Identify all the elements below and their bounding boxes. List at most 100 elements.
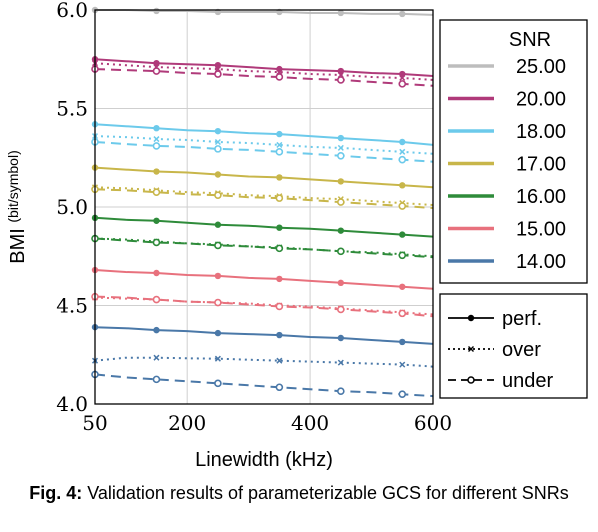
legend-style-label: over — [502, 339, 541, 361]
data-point — [337, 247, 345, 256]
data-point — [399, 283, 406, 290]
legend-marker — [467, 376, 475, 384]
caption-label: Fig. 4: — [29, 483, 83, 503]
data-point — [399, 74, 406, 81]
data-point — [399, 338, 406, 346]
data-point — [399, 148, 406, 155]
data-point — [337, 144, 344, 151]
data-point — [337, 178, 345, 185]
series-snr-18.00-under — [91, 138, 434, 164]
figure-caption: Fig. 4: Validation results of parameteri… — [0, 482, 598, 504]
legend-style-entry: perf. — [448, 308, 542, 330]
data-point — [337, 134, 345, 142]
legend-snr-entry: 14.00 — [448, 251, 566, 273]
series-snr-17.00-perf — [91, 164, 434, 189]
legend-snr: SNR 25.00 20.00 18.00 17.00 16.00 15.00 14.00 — [439, 19, 588, 284]
data-point — [152, 238, 161, 247]
data-point — [276, 224, 283, 231]
data-point — [398, 251, 407, 260]
data-point — [275, 383, 284, 392]
data-point — [337, 76, 345, 84]
data-point — [214, 329, 222, 337]
legend-label: 20.00 — [516, 89, 566, 111]
data-point — [399, 231, 406, 238]
series-snr-14.00-over — [91, 354, 434, 368]
series-line — [95, 9, 434, 16]
data-point — [275, 194, 284, 202]
legend-label: 14.00 — [516, 251, 566, 273]
data-point — [214, 70, 222, 78]
data-point — [152, 295, 161, 304]
legend-snr-entry: 17.00 — [448, 154, 566, 176]
data-point — [337, 359, 344, 366]
legend-label: 17.00 — [516, 154, 566, 176]
bmi-linewidth-chart: 50 200 400 600 4.0 4.5 5.0 5.5 6.0 Linewidth (k… — [5, 0, 588, 471]
data-point — [214, 145, 222, 153]
data-point — [276, 130, 283, 138]
series-line — [94, 326, 434, 345]
data-point — [399, 10, 406, 18]
series-snr-17.00-over — [91, 184, 434, 207]
series-line — [94, 123, 434, 146]
x-tick-label: 200 — [168, 411, 206, 435]
series-line — [94, 58, 434, 77]
series-line — [94, 188, 434, 209]
y-tick-label: 5.5 — [56, 97, 88, 121]
series-snr-16.00-perf — [91, 214, 434, 238]
data-point — [152, 142, 161, 150]
legend-style-label: under — [502, 370, 553, 392]
series-line — [94, 68, 434, 87]
data-point — [398, 202, 407, 210]
series-line — [94, 216, 434, 238]
data-point — [153, 326, 160, 334]
series-snr-25.00-perf — [91, 6, 434, 18]
data-point — [276, 141, 283, 148]
data-point — [153, 125, 160, 132]
legend-label: 18.00 — [516, 121, 566, 143]
legend-style-entry: over — [448, 339, 541, 361]
caption-text: Validation results of parameterizable GC… — [82, 483, 569, 503]
svg-text:BMI (bit/symbol): BMI (bit/symbol) — [5, 150, 29, 263]
series-snr-18.00-perf — [91, 121, 434, 146]
data-point — [276, 174, 283, 181]
series-line — [94, 186, 434, 206]
y-tick-label: 4.5 — [56, 294, 88, 318]
legend-snr-entry: 16.00 — [448, 186, 566, 208]
data-point — [153, 7, 160, 15]
data-point — [337, 387, 345, 395]
data-point — [398, 309, 407, 318]
legend-marker — [467, 314, 475, 322]
series-snr-14.00-under — [91, 370, 434, 398]
legend-label: 15.00 — [516, 219, 566, 241]
series-line — [94, 166, 434, 189]
x-tick-label: 400 — [291, 411, 329, 435]
y-axis-label-unit: (bit/symbol) — [5, 150, 21, 222]
y-tick-labels: 4.0 4.5 5.0 5.5 6.0 — [56, 0, 88, 416]
legend-style-entry: under — [448, 370, 553, 392]
legend-snr-entry: 18.00 — [448, 121, 566, 143]
series-layer — [91, 6, 434, 398]
data-point — [214, 298, 222, 307]
data-point — [214, 191, 222, 199]
data-point — [153, 168, 160, 175]
series-line — [94, 356, 434, 368]
y-tick-label: 4.0 — [56, 392, 88, 416]
series-snr-14.00-perf — [91, 323, 434, 346]
data-point — [398, 390, 407, 398]
x-axis-label: Linewidth (kHz) — [195, 449, 333, 471]
data-point — [275, 244, 284, 253]
legend-snr-title: SNR — [509, 29, 551, 51]
data-point — [276, 331, 283, 339]
data-point — [399, 361, 406, 368]
data-point — [152, 375, 161, 384]
data-point — [214, 171, 222, 178]
data-point — [214, 241, 222, 250]
legend-marker — [468, 346, 474, 352]
series-line — [94, 135, 434, 155]
legend-label: 16.00 — [516, 186, 566, 208]
data-point — [214, 272, 222, 280]
data-point — [337, 198, 345, 206]
data-point — [152, 67, 161, 75]
series-line — [94, 141, 434, 163]
data-point — [276, 275, 283, 283]
